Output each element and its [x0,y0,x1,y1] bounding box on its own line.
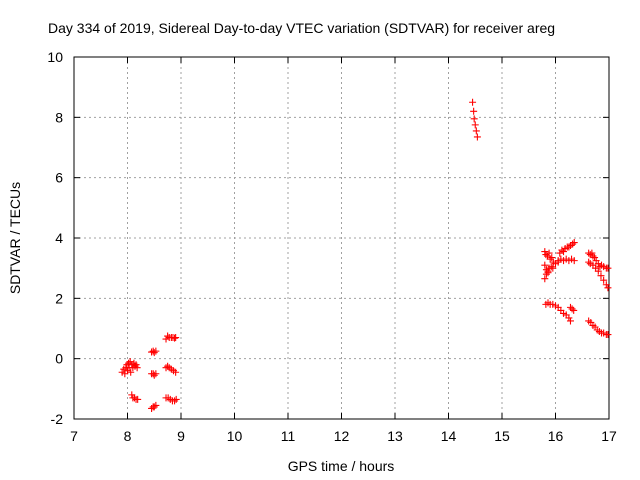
chart-title: Day 334 of 2019, Sidereal Day-to-day VTE… [48,20,555,36]
data-point [152,401,160,409]
data-point [124,367,131,375]
data-point [585,258,593,266]
data-point [471,121,479,129]
x-tick-label: 8 [124,428,132,444]
data-point [546,255,554,263]
x-tick-label: 13 [387,428,403,444]
data-point [150,403,158,411]
data-point [548,254,556,262]
data-point [541,248,549,256]
data-point [172,334,180,342]
data-point [152,370,160,378]
y-tick-label: 10 [47,49,63,65]
x-tick-label: 11 [281,428,296,444]
data-point [544,267,552,275]
grid [74,57,609,419]
data-point [570,239,578,247]
data-point [604,264,612,272]
x-tick-label: 16 [548,428,564,444]
data-point [570,306,578,314]
data-point [604,284,612,292]
data-point [469,98,477,106]
data-point [541,275,549,283]
data-point [541,261,549,269]
data-point [594,267,602,275]
x-tick-label: 10 [227,428,243,444]
data-point [126,358,134,366]
data-point [470,107,478,115]
x-tick-label: 14 [441,428,457,444]
data-point [134,395,142,403]
data-point [150,371,158,379]
data-point [549,264,557,272]
data-point [164,332,172,340]
data-point [565,243,573,251]
data-point [565,314,573,322]
data-point [594,260,602,268]
x-tick-label: 17 [601,428,617,444]
data-point [566,303,574,311]
data-point [570,257,578,265]
y-tick-label: 8 [55,109,63,125]
data-point [602,281,610,289]
y-tick-label: 0 [55,351,63,367]
data-point [604,331,612,339]
data-point [542,270,550,278]
data-point [172,395,180,403]
data-point [133,364,141,372]
data-point [597,272,605,280]
y-axis-title: SDTVAR / TECUs [7,182,23,294]
x-tick-label: 7 [70,428,78,444]
data-point [172,368,180,376]
data-point [171,334,179,342]
data-point [545,249,553,257]
data-point [472,127,480,135]
data-point [473,133,481,141]
data-point [150,349,158,357]
axis-ticks: 7 8 9 10 11 12 13 14 15 16 17 -2 0 2 4 6 8 10 [47,49,617,444]
data-point [164,362,172,370]
data-point [162,335,170,343]
data-point [127,368,135,376]
y-tick-label: -2 [51,411,64,427]
x-tick-label: 9 [177,428,185,444]
data-point [130,394,138,402]
x-tick-label: 12 [334,428,350,444]
data-point [171,397,179,405]
x-tick-label: 15 [494,428,510,444]
y-tick-label: 6 [55,170,63,186]
data-points [118,98,612,412]
data-point [568,305,576,313]
data-point [558,246,566,254]
data-point [566,317,574,325]
data-point [591,254,599,262]
x-axis-title: GPS time / hours [288,458,395,474]
data-point [600,276,608,284]
data-point [547,263,555,271]
data-point [542,251,550,259]
data-point [569,240,577,248]
data-point [132,361,140,369]
y-tick-label: 4 [55,230,63,246]
data-point [589,252,597,260]
data-point [152,347,160,355]
y-tick-label: 2 [55,290,63,306]
data-point [470,115,478,123]
data-point [588,249,596,257]
data-point [560,248,568,256]
